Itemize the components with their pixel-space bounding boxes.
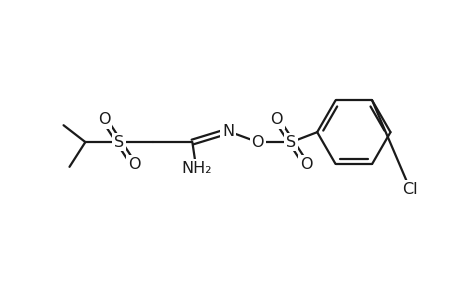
Text: Cl: Cl <box>402 182 417 197</box>
Text: O: O <box>270 112 282 127</box>
Text: N: N <box>222 124 234 139</box>
Text: O: O <box>98 112 110 127</box>
Text: NH₂: NH₂ <box>181 161 211 176</box>
Text: O: O <box>251 135 263 150</box>
Text: O: O <box>299 158 312 172</box>
Text: S: S <box>286 135 296 150</box>
Text: O: O <box>127 158 140 172</box>
Text: S: S <box>114 135 124 150</box>
